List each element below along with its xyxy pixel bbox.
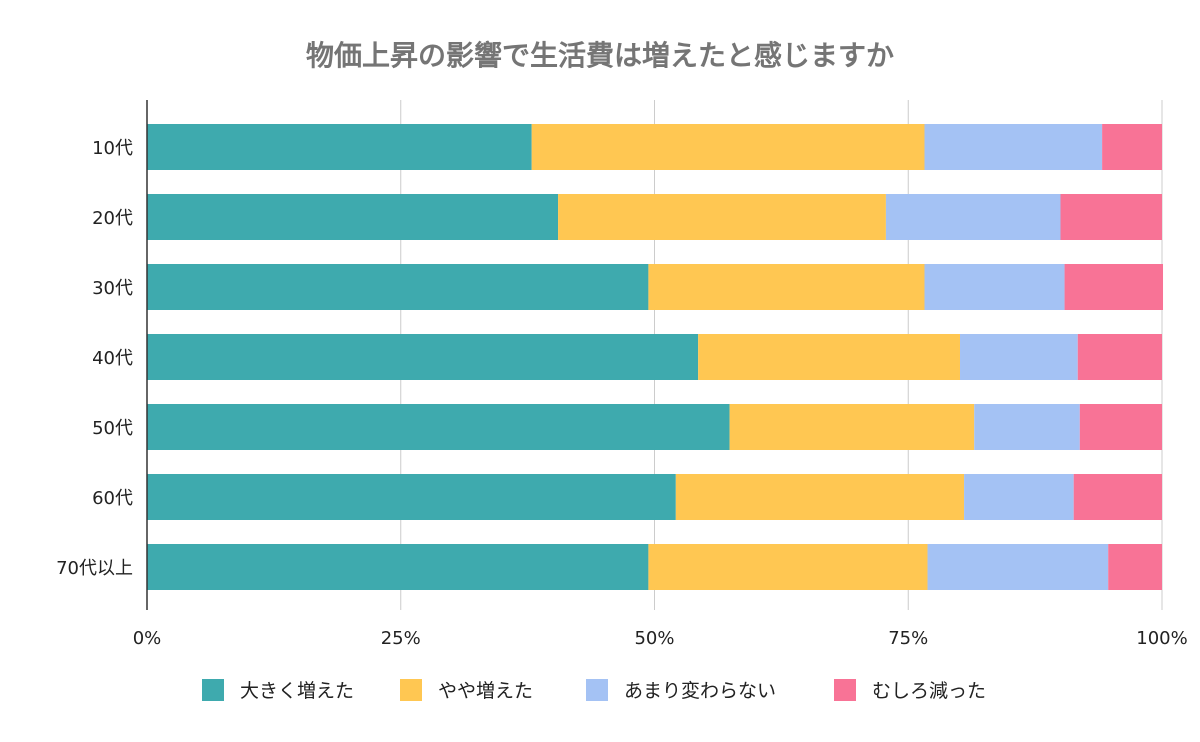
bar-segment	[1102, 124, 1162, 170]
chart-title: 物価上昇の影響で生活費は増えたと感じますか	[305, 39, 894, 72]
bar-segment	[729, 404, 975, 450]
bar-segment	[924, 124, 1103, 170]
bar-segment	[147, 544, 649, 590]
x-tick-label: 100%	[1136, 628, 1187, 649]
legend-item: あまり変わらない	[586, 676, 776, 703]
bar-segment	[1060, 194, 1162, 240]
legend-item: やや増えた	[400, 676, 533, 703]
bar-segment	[648, 544, 928, 590]
bar-segment	[531, 124, 925, 170]
legend-swatch	[400, 678, 422, 701]
bar-segment	[960, 334, 1078, 380]
bar-segment	[558, 194, 886, 240]
x-tick-label: 25%	[381, 628, 421, 649]
bar-segment	[675, 474, 965, 520]
y-tick-label: 60代	[92, 488, 133, 509]
bar-segment	[1077, 334, 1162, 380]
y-tick-label: 40代	[92, 348, 133, 369]
x-tick-label: 75%	[888, 628, 928, 649]
y-tick-label: 50代	[92, 418, 133, 439]
bar-segment	[927, 544, 1109, 590]
legend: 大きく増えた やや増えた あまり変わらない むしろ減った	[0, 676, 1200, 706]
bar-segment	[648, 264, 925, 310]
legend-label: あまり変わらない	[624, 680, 777, 702]
legend-label: やや増えた	[438, 680, 534, 702]
bar-segment	[147, 124, 532, 170]
bar-segment	[147, 474, 676, 520]
x-tick-label: 0%	[133, 628, 162, 649]
legend-swatch	[834, 678, 856, 701]
y-tick-label: 30代	[92, 278, 133, 299]
legend-item: むしろ減った	[834, 676, 986, 703]
legend-item: 大きく増えた	[202, 676, 354, 703]
bar-segment	[147, 194, 559, 240]
y-tick-label: 10代	[92, 138, 133, 159]
bar-segment	[1064, 264, 1164, 310]
bar-segment	[698, 334, 961, 380]
legend-label: むしろ減った	[872, 680, 987, 702]
bar-segment	[147, 334, 699, 380]
bar-segment	[885, 194, 1061, 240]
legend-label: 大きく増えた	[240, 680, 355, 702]
bar-segment	[1073, 474, 1162, 520]
bar-segment	[974, 404, 1080, 450]
legend-swatch	[586, 678, 608, 701]
x-tick-label: 50%	[634, 628, 674, 649]
y-tick-label: 20代	[92, 208, 133, 229]
bar-segment	[924, 264, 1065, 310]
bar-segment	[1079, 404, 1162, 450]
y-tick-label: 70代以上	[56, 558, 133, 579]
bar-segment	[1108, 544, 1162, 590]
legend-swatch	[202, 678, 224, 701]
bar-segment	[147, 264, 649, 310]
bar-segment	[147, 404, 730, 450]
bar-segment	[964, 474, 1074, 520]
